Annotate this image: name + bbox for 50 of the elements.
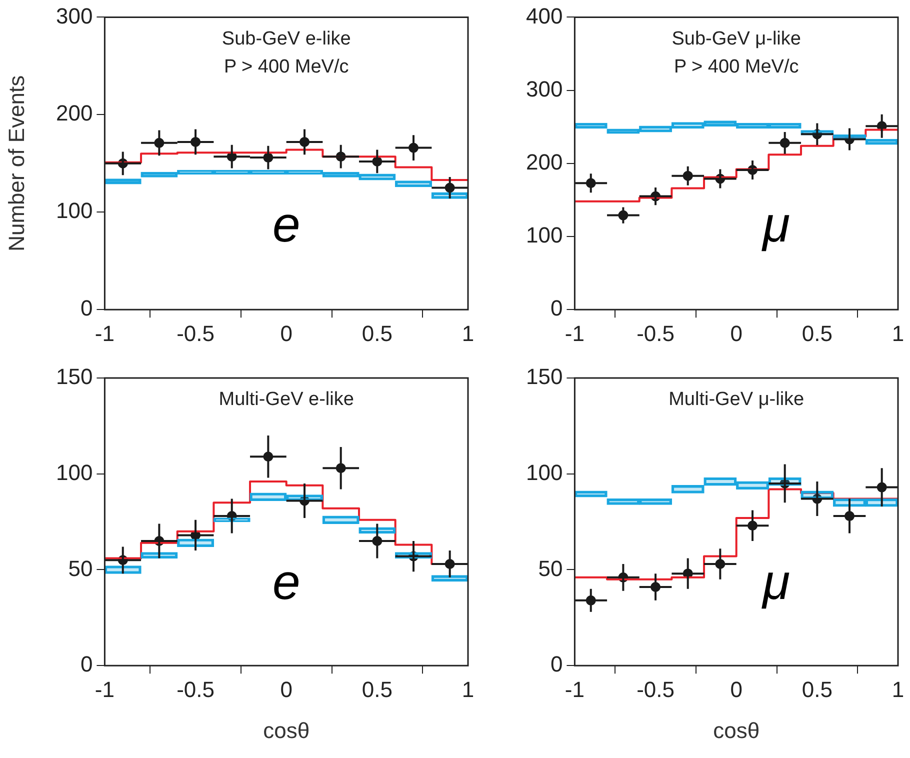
y-tick-label: 50 <box>538 556 563 581</box>
x-tick-label: -1 <box>94 676 114 702</box>
x-tick-label: -0.5 <box>636 320 674 346</box>
y-tick-label: 0 <box>80 296 93 321</box>
x-tick-label: 0 <box>730 320 742 346</box>
x-tick-label: 1 <box>892 320 904 346</box>
y-tick-label: 100 <box>56 460 93 485</box>
y-tick-label: 100 <box>526 460 563 485</box>
y-tick-label: 150 <box>526 364 563 390</box>
y-tick-label: 300 <box>56 3 93 28</box>
text: Multi-GeV μ-like <box>668 389 804 410</box>
x-tick-label: 0.5 <box>362 676 392 702</box>
x-axis-title: cosθ <box>713 718 760 744</box>
y-tick-label: 150 <box>56 364 93 390</box>
text: Sub-GeV e-like <box>222 28 351 50</box>
x-tick-label: -1 <box>94 320 114 346</box>
annotation: μ <box>760 196 790 253</box>
x-tick-label: 0.5 <box>802 320 832 346</box>
annotation: e <box>272 554 300 610</box>
x-tick-label: 0 <box>280 676 292 702</box>
y-tick-label: 0 <box>550 296 563 321</box>
x-tick-label: 1 <box>892 676 904 702</box>
y-tick-label: 200 <box>526 149 563 174</box>
text: P > 400 MeV/c <box>224 56 349 78</box>
x-tick-label: -0.5 <box>176 320 214 346</box>
text: P > 400 MeV/c <box>674 56 799 78</box>
y-tick-label: 300 <box>526 76 563 102</box>
y-tick-label: 50 <box>68 556 93 581</box>
x-tick-label: -0.5 <box>636 676 674 702</box>
y-tick-label: 400 <box>526 3 563 28</box>
x-axis-title: cosθ <box>263 718 310 744</box>
y-tick-label: 200 <box>56 100 93 126</box>
y-tick-label: 0 <box>80 652 93 677</box>
y-tick-label: 100 <box>56 198 93 224</box>
y-tick-label: 100 <box>526 222 563 248</box>
x-tick-label: 0 <box>730 676 742 702</box>
x-tick-label: 1 <box>462 320 474 346</box>
text: Multi-GeV e-like <box>218 389 354 410</box>
x-tick-label: -1 <box>564 676 584 702</box>
y-axis-title: Number of Events <box>4 75 30 252</box>
annotation: μ <box>760 554 790 610</box>
x-tick-label: 1 <box>462 676 474 702</box>
x-tick-label: -0.5 <box>176 676 214 702</box>
x-tick-label: 0.5 <box>802 676 832 702</box>
x-tick-label: 0 <box>280 320 292 346</box>
annotation: e <box>272 196 300 253</box>
x-tick-label: -1 <box>564 320 584 346</box>
text: Sub-GeV μ-like <box>672 28 801 50</box>
x-tick-label: 0.5 <box>362 320 392 346</box>
y-tick-label: 0 <box>550 652 563 677</box>
